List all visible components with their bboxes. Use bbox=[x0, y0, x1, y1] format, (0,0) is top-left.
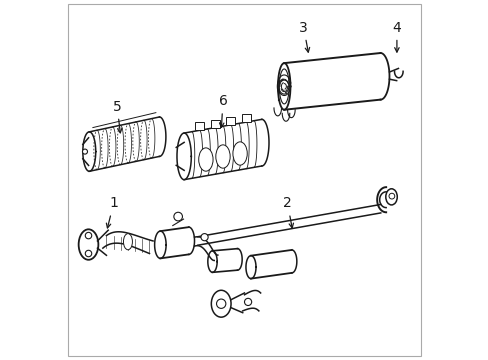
Circle shape bbox=[388, 193, 394, 199]
Ellipse shape bbox=[215, 145, 230, 168]
Text: 5: 5 bbox=[113, 100, 122, 133]
Ellipse shape bbox=[385, 189, 396, 205]
Text: 1: 1 bbox=[106, 197, 118, 228]
Ellipse shape bbox=[232, 142, 247, 165]
Polygon shape bbox=[195, 122, 204, 130]
Polygon shape bbox=[210, 120, 220, 127]
Text: 3: 3 bbox=[299, 21, 309, 52]
Polygon shape bbox=[225, 117, 235, 125]
Ellipse shape bbox=[123, 234, 132, 250]
Circle shape bbox=[244, 298, 251, 306]
Circle shape bbox=[85, 232, 92, 239]
Text: 4: 4 bbox=[392, 21, 401, 52]
Circle shape bbox=[85, 250, 92, 257]
Circle shape bbox=[216, 299, 225, 309]
Circle shape bbox=[174, 212, 182, 221]
Ellipse shape bbox=[211, 290, 230, 317]
Circle shape bbox=[82, 149, 87, 154]
Ellipse shape bbox=[79, 229, 98, 260]
Polygon shape bbox=[241, 114, 250, 122]
Text: 2: 2 bbox=[283, 197, 293, 228]
Circle shape bbox=[201, 234, 208, 241]
Text: 6: 6 bbox=[218, 94, 227, 127]
Ellipse shape bbox=[198, 148, 213, 171]
